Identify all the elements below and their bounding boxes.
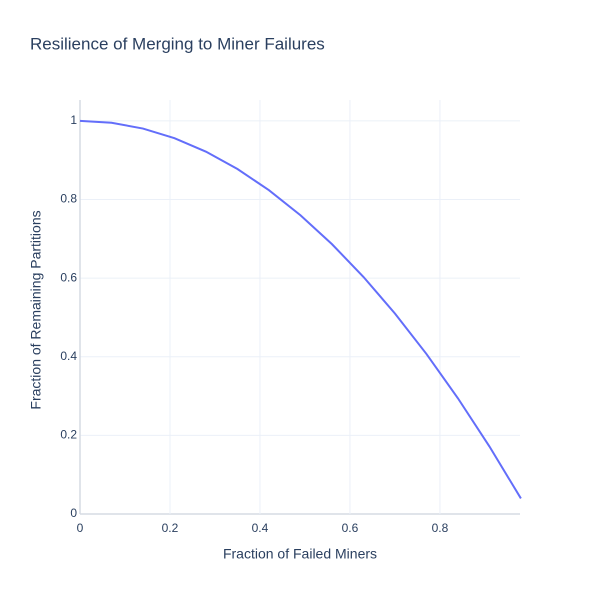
y-tick-label: 0.6 [60,270,77,284]
x-axis-title: Fraction of Failed Miners [223,546,377,562]
x-tick-label: 0.8 [432,521,449,535]
y-tick-label: 0.4 [60,349,77,363]
y-tick-label: 0.2 [60,428,77,442]
x-tick-label: 0.6 [342,521,359,535]
line [79,119,522,499]
x-tick-label: 0.4 [252,521,269,535]
y-tick-label: 0 [70,506,77,520]
y-tick-label: 1 [70,113,77,127]
x-tick-label: 0 [77,521,84,535]
y-axis-title: Fraction of Remaining Partitions [28,210,44,409]
y-tick-label: 0.8 [60,192,77,206]
x-tick-label: 0.2 [162,521,179,535]
chart-title: Resilience of Merging to Miner Failures [30,34,325,53]
